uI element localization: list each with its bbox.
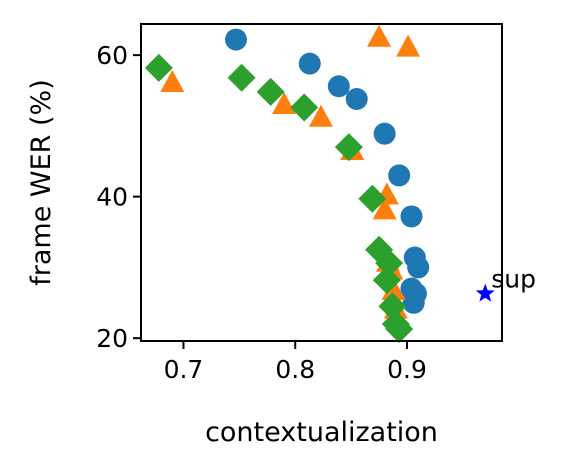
diamond-point <box>144 53 173 82</box>
circle-point <box>373 122 396 145</box>
y-axis-label: frame WER (%) <box>26 79 57 285</box>
triangle-point <box>396 34 421 57</box>
plot-frame <box>140 23 503 342</box>
circle-point <box>345 88 368 111</box>
star-point <box>475 283 495 302</box>
triangle-point <box>272 91 297 114</box>
x-axis-label: contextualization <box>205 417 438 448</box>
diamond-point <box>256 77 285 106</box>
circle-point <box>298 52 321 75</box>
circle-point <box>402 291 425 314</box>
x-tick-label: 0.8 <box>275 355 315 384</box>
circle-point <box>388 164 411 187</box>
triangle-point <box>160 70 185 93</box>
diamond-point <box>378 292 407 321</box>
circle-point <box>225 28 247 51</box>
diamond-point <box>227 63 256 92</box>
x-axis: 0.7 0.8 0.9 <box>164 341 427 384</box>
diamond-point <box>334 133 363 162</box>
triangle-point <box>367 24 392 47</box>
x-tick-label: 0.9 <box>387 355 427 384</box>
circle-point <box>327 75 350 98</box>
y-tick-label: 40 <box>96 183 128 212</box>
diamond-point <box>372 266 401 295</box>
circle-point <box>400 205 423 228</box>
data-marks: sup <box>144 24 536 343</box>
y-tick-label: 20 <box>96 324 128 353</box>
diamond-point <box>290 93 319 122</box>
triangle-point <box>308 104 333 127</box>
y-axis: 20 40 60 <box>96 41 141 353</box>
diamond-point <box>358 184 387 213</box>
x-tick-label: 0.7 <box>164 355 204 384</box>
triangle-point <box>381 278 406 301</box>
diamond-point <box>385 314 414 343</box>
sup-annotation: sup <box>491 265 536 294</box>
y-tick-label: 60 <box>96 41 128 70</box>
circle-point <box>407 256 430 279</box>
diamond-point <box>375 249 404 278</box>
triangle-point <box>372 197 397 220</box>
